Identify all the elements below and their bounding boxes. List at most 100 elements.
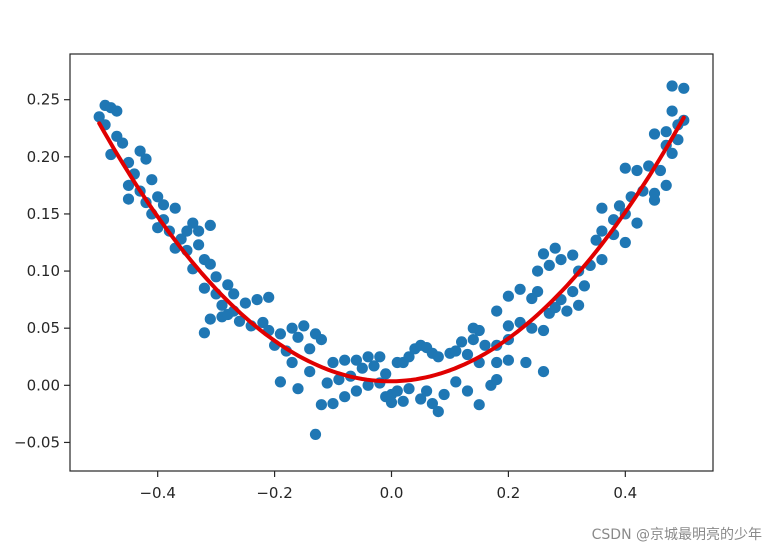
scatter-point — [514, 283, 526, 295]
scatter-point — [537, 324, 550, 337]
scatter-point — [274, 328, 286, 340]
scatter-point — [350, 354, 362, 366]
scatter-point — [228, 288, 240, 300]
scatter-point — [263, 291, 275, 303]
scatter-point — [204, 313, 216, 325]
scatter-point — [169, 202, 181, 214]
scatter-point — [251, 294, 263, 306]
scatter-point — [426, 398, 438, 410]
scatter-point — [210, 271, 222, 283]
scatter-point — [362, 379, 374, 391]
scatter-point — [362, 351, 374, 363]
scatter-point — [520, 356, 532, 369]
scatter-point — [315, 399, 327, 411]
scatter-point — [561, 305, 573, 317]
scatter-point — [327, 356, 339, 369]
scatter-point — [567, 249, 579, 261]
scatter-point — [403, 383, 415, 395]
plot-area — [93, 80, 690, 440]
scatter-point — [660, 179, 672, 191]
scatter-point — [222, 308, 234, 321]
x-tick-label: 0.4 — [613, 484, 637, 502]
y-tick-label: 0.00 — [27, 376, 60, 394]
scatter-point — [152, 222, 164, 234]
scatter-point — [467, 322, 479, 334]
scatter-point — [193, 225, 205, 237]
scatter-point — [327, 398, 339, 410]
scatter-point — [456, 336, 468, 348]
scatter-point — [526, 322, 538, 334]
scatter-point — [286, 356, 298, 369]
scatter-point — [450, 345, 462, 357]
fit-line — [97, 115, 686, 384]
scatter-point — [298, 320, 310, 332]
scatter-point — [491, 356, 503, 369]
scatter-point — [613, 200, 626, 212]
y-tick-label: 0.10 — [27, 262, 60, 280]
scatter-point — [233, 315, 246, 327]
y-tick-label: 0.05 — [27, 319, 60, 337]
scatter-point — [391, 385, 403, 397]
scatter-point — [532, 265, 544, 277]
scatter-point — [339, 354, 351, 366]
scatter-point — [93, 111, 105, 123]
scatter-point — [467, 334, 479, 346]
scatter-point — [152, 191, 164, 203]
scatter-point — [421, 385, 433, 397]
scatter-point — [666, 105, 678, 117]
x-tick-label: 0.2 — [496, 484, 520, 502]
scatter-point — [631, 217, 643, 229]
scatter-point — [555, 254, 567, 266]
scatter-point — [502, 290, 514, 302]
y-tick-label: 0.20 — [27, 148, 60, 166]
scatter-point — [596, 202, 608, 214]
scatter-point — [549, 302, 561, 314]
axes-frame — [69, 53, 714, 472]
x-tick-label: 0.0 — [380, 484, 404, 502]
scatter-point — [333, 374, 345, 386]
scatter-point — [473, 399, 485, 411]
scatter-point — [491, 374, 503, 386]
scatter-point — [309, 428, 322, 440]
scatter-point — [146, 174, 158, 186]
scatter-point — [315, 334, 327, 346]
scatter-point — [304, 366, 316, 378]
scatter-point — [438, 388, 450, 401]
y-tick-label: −0.05 — [14, 433, 60, 451]
scatter-point — [590, 234, 602, 246]
y-tick-label: 0.25 — [27, 91, 60, 109]
y-tick-label: 0.15 — [27, 205, 60, 223]
scatter-point — [666, 80, 678, 92]
scatter-point — [537, 248, 550, 260]
scatter-point — [117, 137, 129, 149]
scatter-point — [181, 225, 193, 237]
scatter-point — [239, 297, 251, 309]
scatter-point — [654, 164, 667, 177]
scatter-point — [573, 299, 585, 311]
scatter-point — [134, 145, 146, 157]
scatter-point — [368, 360, 380, 372]
scatter-point — [502, 320, 514, 332]
scatter-point — [292, 331, 304, 343]
axes: −0.4 −0.2 0.0 0.2 0.4 −0.05 0.00 0.05 0.10 0.15 0.… — [14, 53, 714, 502]
scatter-point — [350, 385, 362, 397]
scatter-point — [222, 279, 234, 291]
scatter-point — [596, 225, 608, 237]
scatter-point — [660, 126, 672, 138]
scatter-point — [432, 406, 444, 418]
plot-marks — [93, 80, 690, 440]
scatter-point — [532, 286, 544, 298]
scatter-point — [666, 147, 678, 159]
scatter-point — [321, 377, 333, 389]
scatter-point — [111, 105, 123, 117]
scatter-point — [356, 362, 368, 374]
scatter-point — [274, 376, 286, 388]
scatter-point — [140, 153, 152, 165]
scatter-point — [415, 393, 427, 405]
scatter-point — [292, 383, 304, 395]
scatter-point — [403, 351, 415, 363]
scatter-point — [216, 299, 228, 311]
scatter-point — [286, 322, 298, 334]
scatter-point — [461, 385, 474, 397]
